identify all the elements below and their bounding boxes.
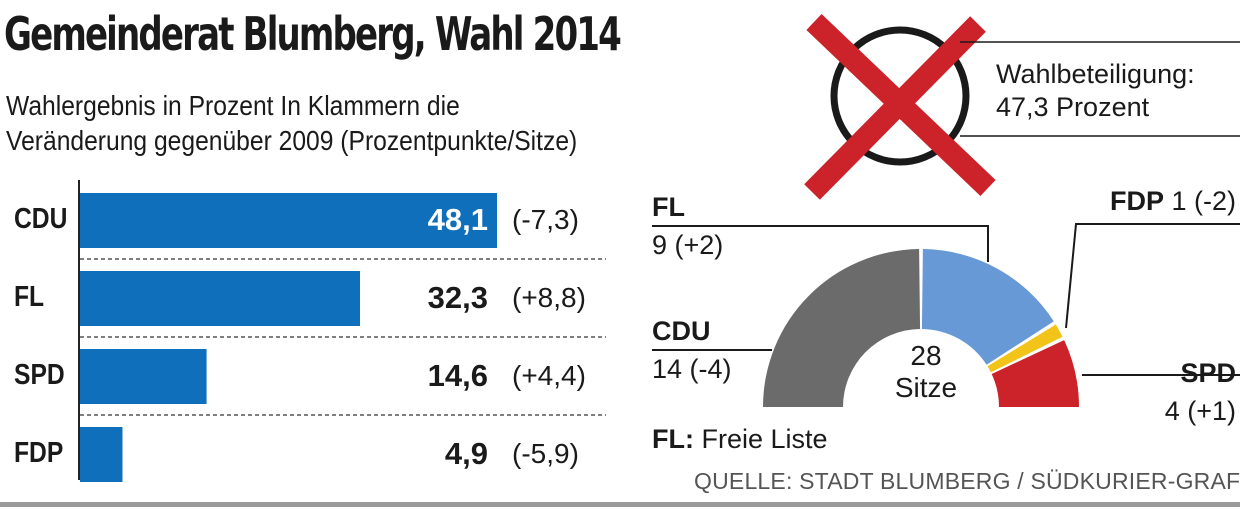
seat-label-cdu-seats: 14 (-4) [652, 354, 732, 384]
seat-label-fdp-party: FDP [1109, 186, 1164, 216]
turnout-value: 47,3 Prozent [996, 92, 1150, 122]
legend-note-abbr: FL: [652, 424, 694, 454]
seat-label-spd-party: SPD [1180, 358, 1236, 388]
seat-label-fdp-seats: 1 (-2) [1171, 186, 1236, 216]
legend-note-text: Freie Liste [701, 424, 828, 454]
seat-slice-fl [921, 249, 1054, 365]
chart-title: Gemeinderat Blumberg, Wahl 2014 [4, 7, 622, 61]
bar-fdp [80, 427, 123, 482]
seat-total: 28 Sitze [876, 340, 976, 404]
turnout-label: Wahlbeteiligung: [996, 59, 1195, 89]
seat-label-cdu-party: CDU [652, 316, 711, 346]
seat-label-fl-seats: 9 (+2) [652, 230, 724, 260]
seat-total-number: 28 [910, 340, 942, 371]
source-credit: QUELLE: STADT BLUMBERG / SÜDKURIER-GRAFI… [694, 468, 1240, 494]
bar-value-label-cdu: 48,1 [427, 202, 488, 237]
seat-slices [763, 249, 1079, 407]
seat-label-fl: FL 9 (+2) [652, 190, 723, 262]
bar-change-label-fdp: (-5,9) [512, 438, 579, 469]
seat-label-spd: SPD 4 (+1) [1165, 356, 1236, 428]
subtitle-line-2: Veränderung gegenüber 2009 (Prozentpunkt… [6, 125, 578, 156]
seat-slice-cdu [763, 249, 921, 407]
bar-cdu [80, 193, 497, 248]
legend-note: FL: Freie Liste [652, 424, 828, 455]
bar-change-label-spd: (+4,4) [512, 360, 586, 391]
bar-change-label-cdu: (-7,3) [512, 204, 579, 235]
bar-value-label-fdp: 4,9 [444, 436, 488, 471]
bar-category-label-fl: FL [14, 281, 45, 313]
bar-category-label-spd: SPD [14, 359, 65, 391]
bar-chart [78, 180, 606, 482]
bar-change-label-fl: (+8,8) [512, 282, 586, 313]
chart-subtitle: Wahlergebnis in Prozent In Klammern die … [6, 88, 577, 158]
seat-slice-fdp [987, 324, 1063, 373]
seat-label-fl-party: FL [652, 192, 685, 222]
subtitle-line-1: Wahlergebnis in Prozent In Klammern die [6, 90, 460, 121]
bar-spd [80, 349, 207, 404]
bottom-rule [0, 502, 1240, 507]
seat-label-spd-seats: 4 (+1) [1164, 396, 1236, 426]
bar-category-label-fdp: FDP [14, 437, 64, 469]
seat-label-fdp: FDP 1 (-2) [1110, 184, 1236, 218]
bar-value-label-fl: 32,3 [427, 280, 488, 315]
seat-slice-spd [991, 340, 1079, 407]
bar-fl [80, 271, 361, 326]
bar-group [80, 193, 497, 482]
seat-total-word: Sitze [894, 372, 958, 403]
leader-line-fl [652, 225, 989, 262]
leader-line-fdp [1065, 223, 1240, 329]
seat-label-cdu: CDU 14 (-4) [652, 314, 732, 386]
bar-value-label-spd: 14,6 [427, 358, 488, 393]
row-separators [80, 258, 606, 416]
turnout-box: Wahlbeteiligung: 47,3 Prozent [996, 58, 1195, 124]
ballot-cross-icon [804, 14, 996, 200]
bar-category-label-cdu: CDU [14, 203, 68, 235]
